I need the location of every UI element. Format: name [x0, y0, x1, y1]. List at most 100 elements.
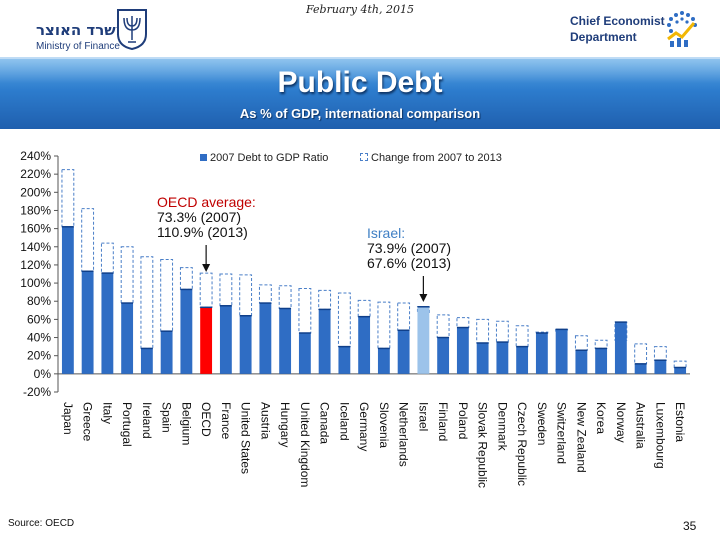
slide-header: February 4th, 2015 משרד האוצר Ministry o…: [0, 0, 720, 56]
x-tick-label: Switzerland: [555, 402, 569, 464]
change-bar-czech-republic: [515, 325, 529, 348]
department-line-1: Chief Economist: [570, 14, 665, 28]
x-tick-label: OECD: [199, 402, 213, 437]
oecd-annotation-2007: 73.3% (2007): [157, 209, 242, 225]
change-bar-japan: [61, 169, 75, 228]
change-bar-ireland: [140, 256, 154, 349]
y-tick-label: 0%: [34, 367, 52, 381]
bar-2007-united-kingdom: [298, 333, 311, 374]
ministry-name-english: Ministry of Finance: [36, 41, 120, 52]
y-tick-label: -20%: [23, 385, 51, 399]
change-bar-poland: [456, 317, 470, 329]
legend-swatch-2007: [200, 154, 207, 161]
change-bar-united-states: [239, 274, 253, 317]
x-tick-label: Slovenia: [377, 402, 391, 448]
change-bar-slovenia: [377, 301, 391, 349]
bar-2007-iceland: [338, 346, 351, 374]
x-tick-label: Portugal: [120, 402, 134, 447]
change-bar-germany: [357, 299, 371, 318]
debt-chart: -20% 0% 20% 40% 60% 80% 100% 120% 140% 160% 180% 20…: [20, 149, 690, 488]
bar-2007-italy: [101, 273, 114, 374]
change-bar-iceland: [337, 292, 351, 348]
y-tick-label: 120%: [20, 258, 51, 272]
x-tick-label: Korea: [594, 402, 608, 434]
y-tick-label: 80%: [27, 294, 51, 308]
change-bar-korea: [594, 339, 608, 349]
x-tick-label: Poland: [456, 402, 470, 439]
x-tick-label: Slovak Republic: [476, 402, 490, 488]
x-tick-label: United States: [239, 402, 253, 474]
change-bar-oecd: [199, 272, 213, 308]
y-tick-label: 240%: [20, 149, 51, 163]
bar-2007-oecd: [200, 307, 213, 374]
bar-2007-spain: [160, 331, 173, 374]
chief-economist-logo-icon: [667, 11, 697, 47]
x-tick-label: Czech Republic: [515, 402, 529, 486]
source-note: Source: OECD: [8, 518, 75, 529]
change-bar-greece: [81, 208, 95, 272]
bar-2007-israel: [417, 306, 430, 374]
x-tick-label: Germany: [357, 402, 371, 451]
bar-2007-austria: [259, 303, 272, 374]
change-bar-denmark: [495, 320, 509, 343]
x-tick-label: Canada: [318, 402, 332, 444]
y-tick-label: 40%: [27, 331, 51, 345]
legend-swatch-change: [360, 153, 368, 161]
bar-2007-finland: [437, 337, 450, 374]
ministry-name-hebrew: משרד האוצר: [36, 21, 127, 39]
x-tick-label: Japan: [61, 402, 75, 435]
ministry-logo: משרד האוצר Ministry of Finance: [8, 8, 158, 52]
slide-subtitle: As % of GDP, international comparison: [239, 106, 481, 121]
legend-label-2007: 2007 Debt to GDP Ratio: [210, 152, 329, 164]
x-tick-label: Estonia: [673, 402, 687, 442]
change-bar-australia: [634, 343, 648, 365]
x-tick-label: Ireland: [140, 402, 154, 439]
bar-2007-slovak-republic: [476, 342, 489, 374]
change-bar-estonia: [673, 360, 687, 368]
change-bar-belgium: [179, 267, 193, 290]
x-tick-label: Israel: [416, 402, 430, 431]
y-tick-label: 180%: [20, 203, 51, 217]
bar-2007-sweden: [535, 333, 548, 374]
bar-2007-australia: [634, 363, 647, 374]
department-title: Chief Economist Department: [570, 13, 665, 45]
title-banner-shine: [0, 57, 720, 83]
x-tick-label: Finland: [436, 402, 450, 441]
israel-annotation-2013: 67.6% (2013): [367, 255, 452, 271]
x-tick-label: Denmark: [495, 402, 509, 452]
bar-2007-denmark: [496, 342, 509, 374]
change-bar-portugal: [120, 246, 134, 304]
slide-title: Public Debt: [277, 66, 443, 99]
department-line-2: Department: [570, 30, 637, 44]
legend-item-2007: 2007 Debt to GDP Ratio: [200, 152, 328, 164]
y-tick-label: 100%: [20, 276, 51, 290]
bar-2007-hungary: [279, 308, 292, 374]
bar-2007-poland: [456, 327, 469, 374]
x-tick-label: Greece: [81, 402, 95, 442]
bar-2007-germany: [358, 316, 371, 374]
bar-2007-norway: [614, 322, 627, 374]
bar-2007-japan: [61, 226, 74, 374]
bar-2007-korea: [595, 348, 608, 374]
change-bar-finland: [436, 314, 450, 339]
menorah-emblem-icon: [117, 9, 147, 50]
bar-2007-slovenia: [377, 348, 390, 374]
x-tick-label: Hungary: [278, 402, 292, 447]
bar-2007-portugal: [121, 303, 134, 374]
bar-2007-czech-republic: [516, 346, 529, 374]
x-tick-label: Sweden: [535, 402, 549, 445]
change-bar-spain: [160, 258, 174, 332]
change-bar-italy: [100, 242, 114, 274]
bar-2007-new-zealand: [575, 350, 588, 374]
change-bar-new-zealand: [574, 335, 588, 351]
bar-2007-netherlands: [397, 330, 410, 374]
change-bar-hungary: [278, 285, 292, 309]
y-tick-label: 220%: [20, 167, 51, 181]
oecd-annotation-title: OECD average:: [157, 194, 256, 210]
israel-annotation-2007: 73.9% (2007): [367, 240, 452, 256]
x-tick-label: Netherlands: [397, 402, 411, 467]
oecd-annotation: OECD average: 73.3% (2007) 110.9% (2013): [157, 195, 256, 240]
israel-annotation: Israel: 73.9% (2007) 67.6% (2013): [367, 226, 451, 271]
change-bar-france: [219, 273, 233, 307]
change-bar-united-kingdom: [298, 288, 312, 334]
